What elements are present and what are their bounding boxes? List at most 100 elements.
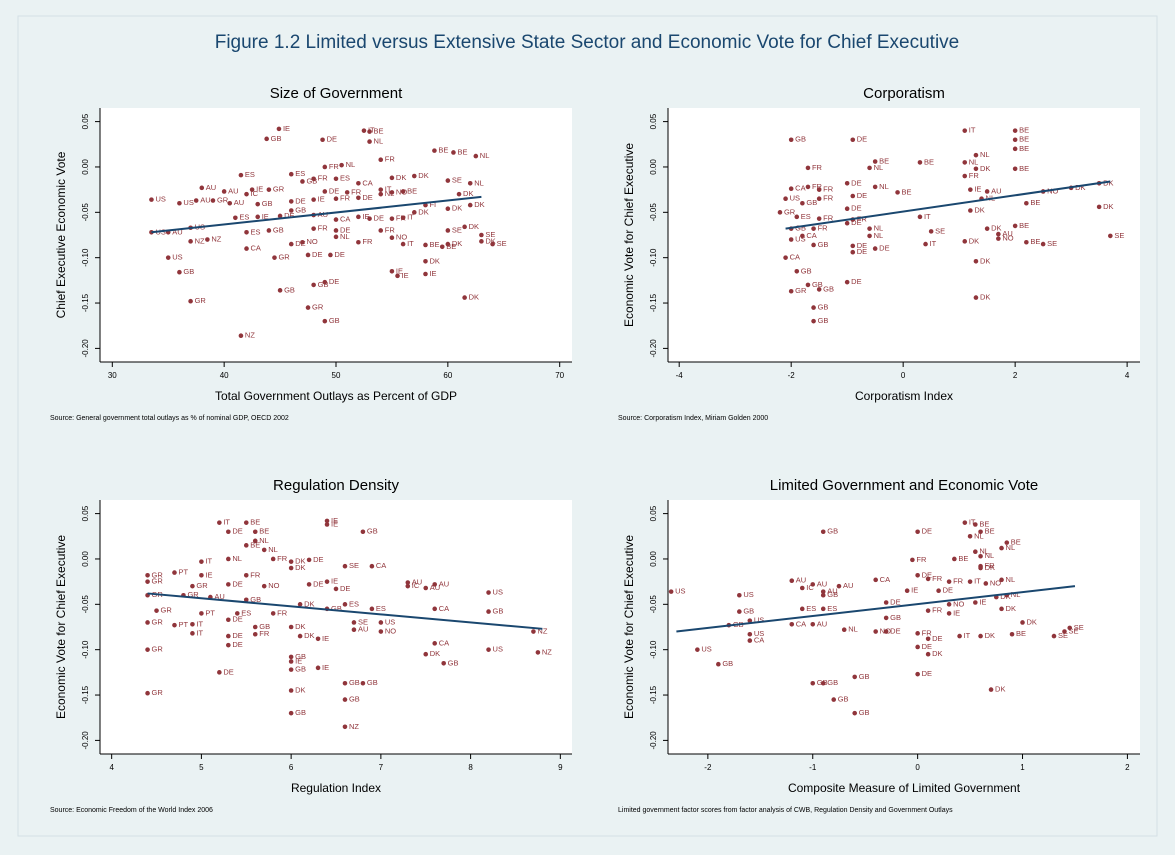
point-label: DK xyxy=(485,236,495,245)
point xyxy=(400,189,406,194)
point-label: FR xyxy=(916,555,927,564)
point xyxy=(145,579,150,584)
source-note: Limited government factor scores from fa… xyxy=(618,807,953,814)
point-label: DE xyxy=(857,241,867,250)
point xyxy=(217,520,222,525)
y-tick-label: -0.20 xyxy=(81,339,90,358)
point xyxy=(841,627,847,633)
x-axis-title: Corporatism Index xyxy=(855,389,953,403)
point-label: DK xyxy=(463,189,473,198)
point-label: DE xyxy=(922,570,932,579)
point-label: IE xyxy=(295,656,302,665)
point-label: FR xyxy=(857,215,868,224)
point-label: GB xyxy=(827,527,838,536)
point-label: GB xyxy=(743,607,754,616)
point-label: BE xyxy=(924,157,934,166)
point-label: AU xyxy=(234,198,244,207)
point xyxy=(333,586,339,592)
point-label: NL xyxy=(340,232,350,241)
x-tick-label: 0 xyxy=(901,371,906,380)
point-label: IE xyxy=(362,212,369,221)
point xyxy=(243,597,249,603)
fit-line xyxy=(147,592,543,630)
point xyxy=(432,641,438,646)
point xyxy=(462,224,467,230)
point-label: DE xyxy=(232,640,242,649)
point xyxy=(165,255,171,260)
point-label: GB xyxy=(367,678,378,687)
point xyxy=(737,609,742,614)
point-label: NL xyxy=(979,547,989,556)
point xyxy=(788,137,794,143)
point xyxy=(423,585,429,591)
point-label: GB xyxy=(295,205,306,214)
point-label: NL xyxy=(259,536,269,545)
point xyxy=(531,629,536,634)
point-label: DK xyxy=(418,171,428,180)
point-label: GR xyxy=(278,253,290,262)
point-label: BE xyxy=(446,242,456,251)
y-axis-title: Economic Vote for Chief Executive xyxy=(622,143,636,327)
point-label: CA xyxy=(439,638,449,647)
point-label: US xyxy=(675,587,685,596)
point xyxy=(177,200,182,206)
point-label: NZ xyxy=(542,647,552,656)
x-tick-label: -2 xyxy=(704,763,712,772)
point-label: GB xyxy=(284,285,295,294)
point-label: FR xyxy=(812,182,823,191)
point xyxy=(844,220,850,226)
point-label: US xyxy=(493,645,503,654)
point-label: NO xyxy=(306,237,317,246)
point-label: NL xyxy=(1011,590,1021,599)
point-label: AU xyxy=(843,581,853,590)
point-label: DE xyxy=(340,225,350,234)
point xyxy=(249,187,255,192)
point-label: IT xyxy=(969,518,976,527)
point xyxy=(238,172,244,178)
point-label: BE xyxy=(1019,221,1029,230)
point xyxy=(925,608,931,613)
fit-line xyxy=(151,195,482,234)
point xyxy=(1067,625,1073,631)
point-label: AU xyxy=(206,183,216,192)
point-label: DK xyxy=(985,631,995,640)
point xyxy=(378,187,384,192)
point-label: FI xyxy=(429,200,436,209)
point xyxy=(395,273,400,279)
point-label: GB xyxy=(448,658,459,667)
point xyxy=(154,608,159,613)
point-label: NL xyxy=(480,151,490,160)
point-label: DE xyxy=(890,597,900,606)
point-label: CA xyxy=(806,231,816,240)
point-label: FR xyxy=(823,214,834,223)
point xyxy=(883,615,889,621)
point xyxy=(205,237,210,242)
point-label: AU xyxy=(439,579,449,588)
x-tick-label: 4 xyxy=(109,763,114,772)
point xyxy=(783,255,788,260)
point-label: SE xyxy=(1058,631,1068,640)
point xyxy=(783,196,788,202)
panel-title: Regulation Density xyxy=(273,477,399,494)
point-label: PT xyxy=(205,608,215,617)
point-label: GR xyxy=(273,185,285,194)
point-label: NL xyxy=(268,545,278,554)
point xyxy=(297,633,303,639)
point-label: IT xyxy=(407,213,414,222)
point xyxy=(852,710,858,716)
point-label: GR xyxy=(152,570,164,579)
y-tick-label: 0.00 xyxy=(81,551,90,567)
point xyxy=(946,579,952,584)
point xyxy=(925,636,931,642)
point xyxy=(479,232,484,238)
point xyxy=(351,620,357,625)
point-label: GB xyxy=(271,134,282,143)
point xyxy=(999,577,1004,583)
point-label: NL xyxy=(385,189,395,198)
source-note: Source: Economic Freedom of the World In… xyxy=(50,807,213,814)
point xyxy=(978,529,983,535)
point xyxy=(288,688,294,693)
point-label: BE xyxy=(457,147,467,156)
point xyxy=(794,214,800,220)
point xyxy=(788,237,794,242)
